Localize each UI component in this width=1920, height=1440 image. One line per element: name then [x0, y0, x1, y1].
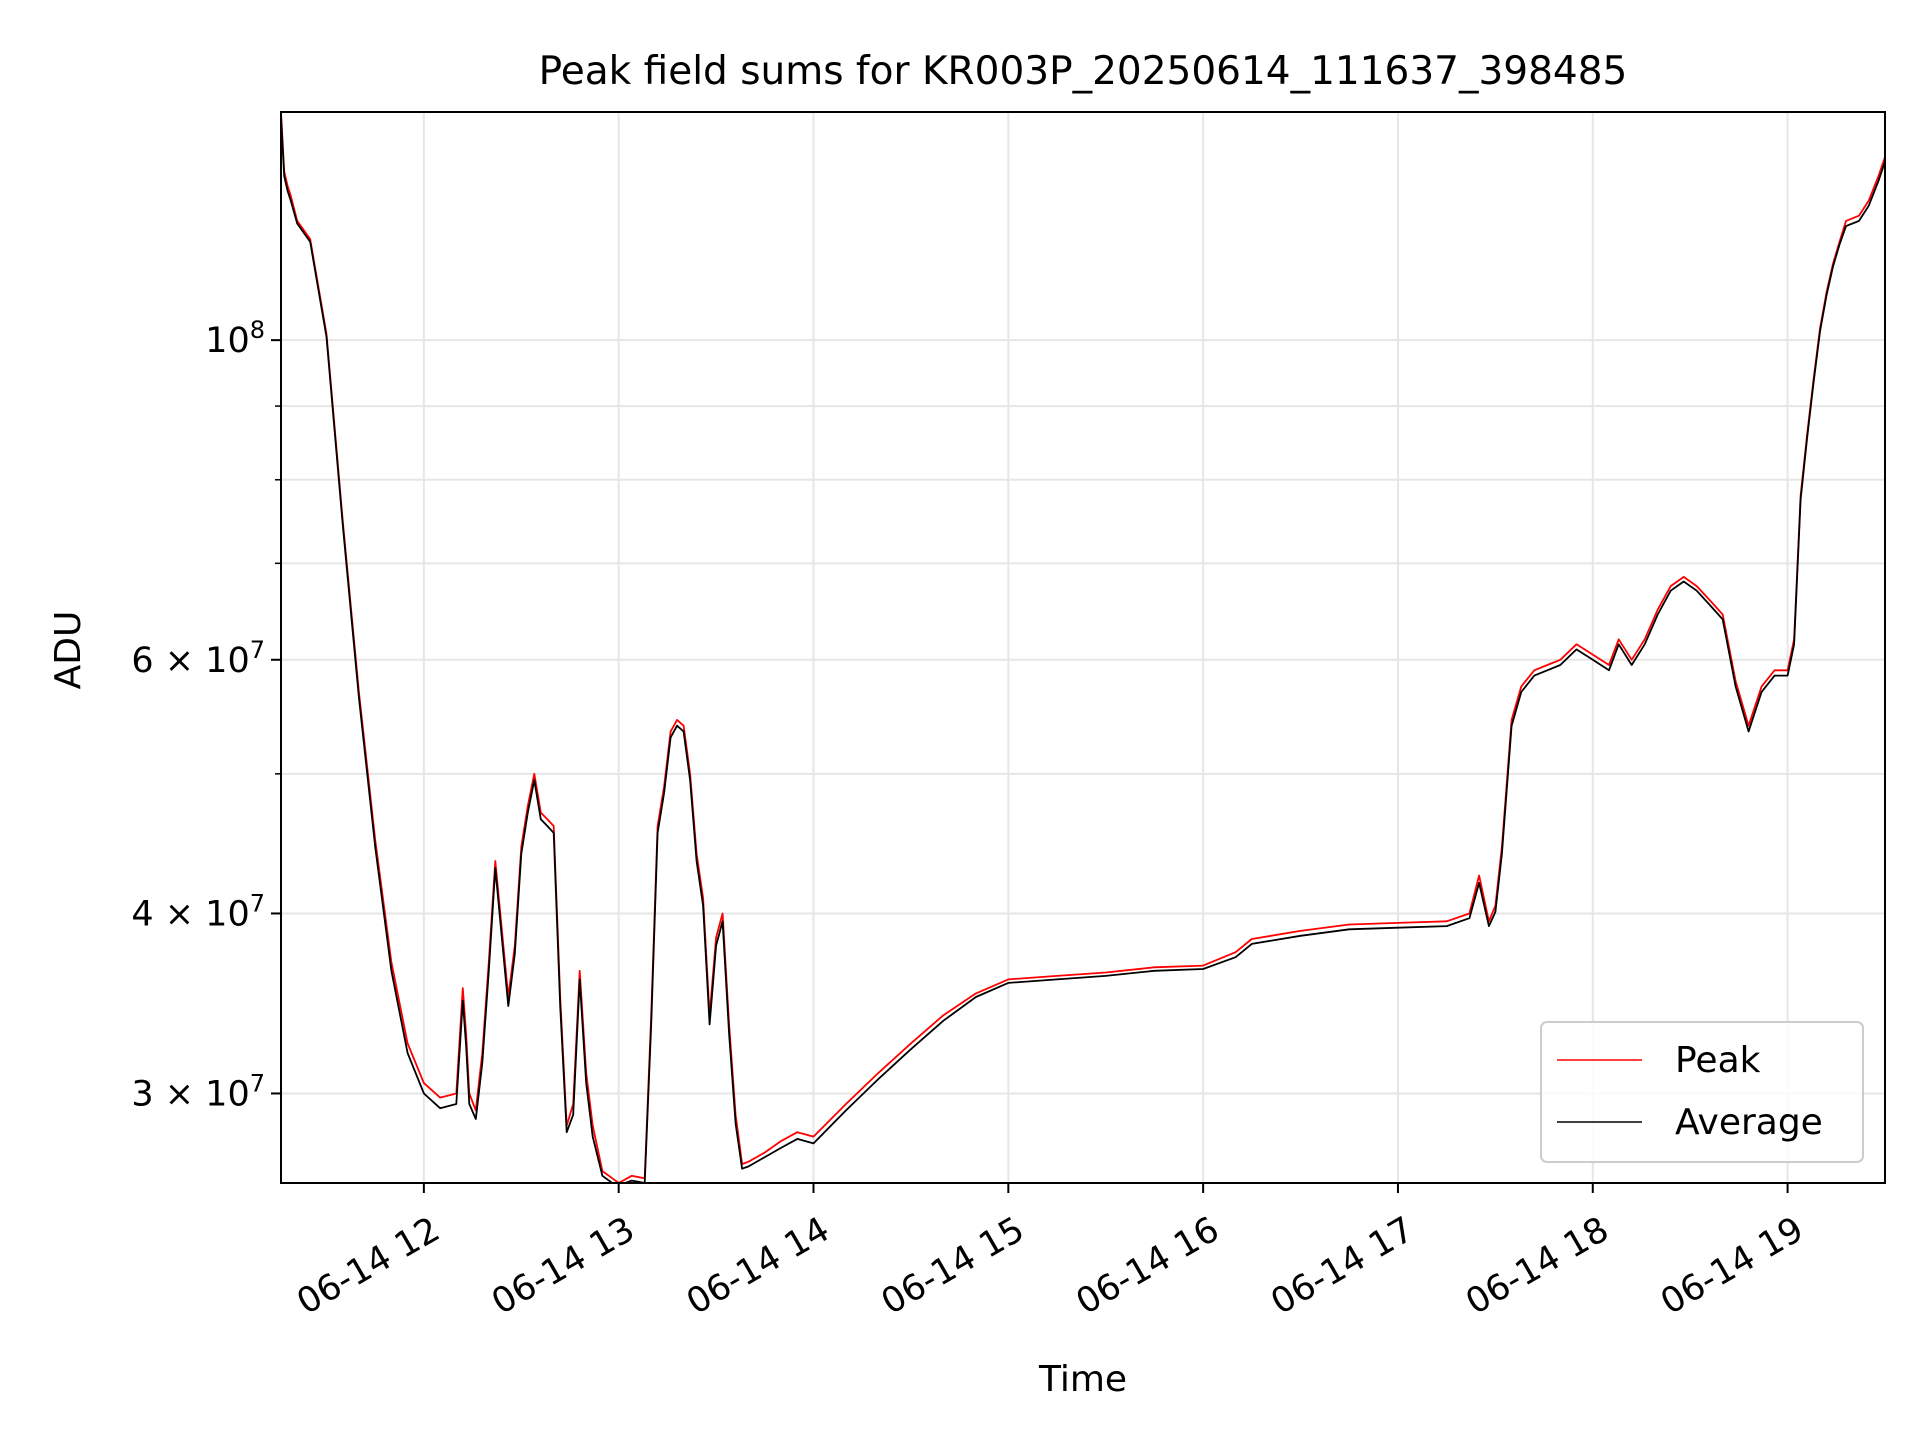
- y-tick-label-exponent: 8: [250, 316, 265, 344]
- series-layer: [281, 112, 1885, 1183]
- chart-title: Peak field sums for KR003P_20250614_1116…: [539, 49, 1628, 94]
- legend-label-peak: Peak: [1675, 1040, 1761, 1081]
- y-tick-label-exponent: 7: [250, 889, 265, 917]
- legend: Peak Average: [1540, 1021, 1864, 1163]
- legend-box: [1540, 1021, 1864, 1163]
- plot-frame: [280, 111, 1886, 1184]
- y-tick-label: 4 × 107: [131, 889, 265, 934]
- y-tick-label: 6 × 107: [131, 636, 265, 681]
- y-tick-label-base: 4 × 10: [131, 894, 249, 934]
- y-tick-label-base: 10: [205, 321, 250, 361]
- legend-label-average: Average: [1675, 1102, 1823, 1143]
- series-line-average: [281, 116, 1885, 1183]
- y-tick-label: 108: [205, 316, 265, 361]
- y-tick-label-exponent: 7: [250, 1069, 265, 1097]
- y-tick-label-base: 6 × 10: [131, 641, 249, 681]
- y-axis-label: ADU: [48, 611, 89, 690]
- y-tick-label: 3 × 107: [131, 1069, 265, 1114]
- x-axis-label: Time: [1038, 1359, 1127, 1400]
- y-tick-label-base: 3 × 10: [131, 1074, 249, 1114]
- y-tick-label-exponent: 7: [250, 636, 265, 664]
